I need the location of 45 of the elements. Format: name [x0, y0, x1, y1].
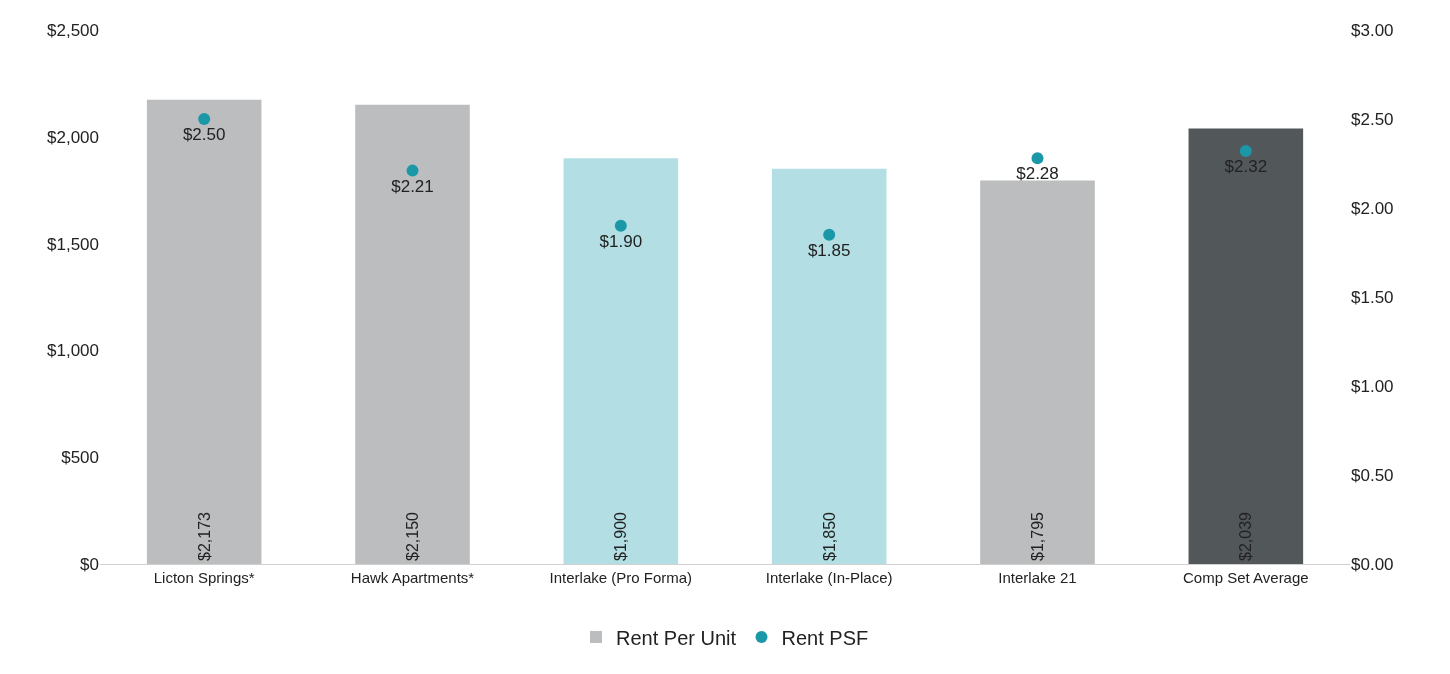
bar: [1188, 128, 1304, 564]
legend-label: Rent Per Unit: [616, 626, 737, 649]
data-label: $2.32: [1224, 157, 1268, 177]
y-tick-label: $1,000: [47, 341, 99, 361]
y2-tick-label: $2.00: [1351, 198, 1394, 218]
bar: [563, 158, 679, 564]
data-label: $2,150: [404, 511, 421, 561]
y-tick-label: $0: [80, 554, 99, 574]
x-tick-label: Interlake 21: [998, 569, 1077, 586]
point: [614, 219, 627, 232]
y2-tick-label: $1.00: [1351, 376, 1394, 396]
y2-tick-label: $2.50: [1351, 109, 1394, 129]
data-label: $2.50: [182, 125, 226, 145]
bar: [980, 180, 1095, 564]
x-tick-label: Comp Set Average: [1183, 569, 1309, 586]
data-label: $1.85: [807, 240, 851, 260]
bar: [771, 168, 887, 564]
point: [198, 113, 211, 125]
data-label: $1,850: [820, 511, 838, 561]
y2-tick-label: $0.50: [1351, 465, 1394, 485]
data-label: $1.90: [599, 232, 643, 252]
point: [1239, 145, 1252, 158]
bar: [146, 99, 262, 564]
y-tick-label: $1,500: [47, 234, 99, 254]
data-label: $2,173: [195, 511, 213, 561]
y-tick-label: $2,500: [47, 20, 99, 40]
x-tick-label: Interlake (Pro Forma): [549, 569, 693, 586]
y-tick-label: $500: [61, 448, 99, 468]
x-tick-label: Interlake (In-Place): [765, 569, 893, 586]
point: [1031, 152, 1044, 165]
point: [406, 164, 419, 177]
bar: [355, 104, 470, 564]
point: [823, 228, 836, 241]
legend-label: Rent PSF: [781, 626, 869, 649]
x-tick-label: Licton Springs*: [153, 569, 255, 586]
y-tick-label: $2,000: [47, 127, 99, 147]
x-tick-label: Hawk Apartments*: [350, 569, 475, 586]
y2-tick-label: $3.00: [1351, 20, 1394, 40]
data-label: $2.28: [1016, 164, 1059, 184]
data-label: $2,039: [1237, 511, 1255, 561]
y2-tick-label: $0.00: [1351, 554, 1394, 574]
data-label: $2.21: [391, 176, 434, 196]
data-label: $1,795: [1029, 511, 1046, 561]
data-label: $1,900: [612, 511, 630, 561]
y2-tick-label: $1.50: [1351, 287, 1394, 307]
